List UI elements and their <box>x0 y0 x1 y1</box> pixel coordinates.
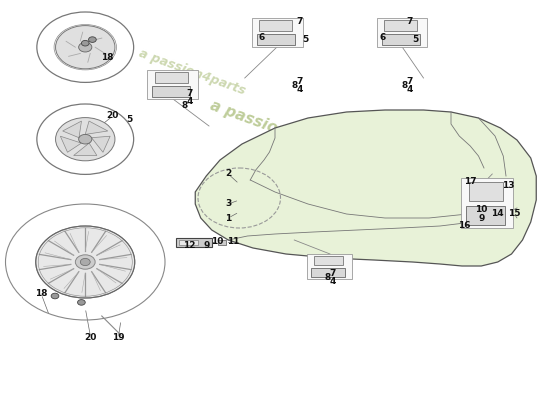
Text: 7: 7 <box>406 78 413 86</box>
Circle shape <box>75 255 95 269</box>
Text: 15: 15 <box>508 210 520 218</box>
Bar <box>377 18 427 47</box>
Text: 18: 18 <box>35 290 47 298</box>
Text: 16: 16 <box>459 222 471 230</box>
Circle shape <box>79 42 92 52</box>
Polygon shape <box>85 121 108 134</box>
Text: 20: 20 <box>85 334 97 342</box>
Bar <box>260 20 293 31</box>
Text: 6: 6 <box>258 34 265 42</box>
Text: 4: 4 <box>186 98 193 106</box>
Text: 20: 20 <box>107 112 119 120</box>
Circle shape <box>56 26 115 69</box>
Text: 17: 17 <box>464 178 476 186</box>
Text: 13: 13 <box>503 182 515 190</box>
Bar <box>384 20 417 31</box>
Text: 11: 11 <box>228 238 240 246</box>
Bar <box>155 72 188 83</box>
Bar <box>257 34 295 45</box>
Text: 5: 5 <box>126 116 133 124</box>
Text: 9: 9 <box>478 214 485 222</box>
Text: 8: 8 <box>181 102 188 110</box>
Polygon shape <box>74 143 97 156</box>
Polygon shape <box>63 121 81 138</box>
Text: 8: 8 <box>401 82 408 90</box>
Text: 4: 4 <box>296 86 303 94</box>
Text: a passion4parts: a passion4parts <box>208 98 342 158</box>
Polygon shape <box>195 110 536 266</box>
Circle shape <box>89 37 96 42</box>
Text: 3: 3 <box>225 200 232 208</box>
Bar <box>176 238 212 247</box>
Bar <box>311 268 345 277</box>
Text: 2: 2 <box>225 170 232 178</box>
Circle shape <box>79 134 92 144</box>
Circle shape <box>36 226 135 298</box>
Circle shape <box>80 258 90 266</box>
Text: 1: 1 <box>225 214 232 222</box>
Text: 7: 7 <box>406 18 413 26</box>
Text: 19: 19 <box>112 334 124 342</box>
Bar <box>382 34 420 45</box>
Text: 9: 9 <box>203 242 210 250</box>
Text: 5: 5 <box>412 36 419 44</box>
Bar <box>469 182 503 201</box>
Circle shape <box>78 300 85 305</box>
Text: a passion4parts: a passion4parts <box>138 47 248 97</box>
Text: 7: 7 <box>296 78 303 86</box>
Polygon shape <box>60 136 81 152</box>
Bar <box>307 254 352 279</box>
Text: 7: 7 <box>186 90 193 98</box>
Bar <box>218 240 226 245</box>
Circle shape <box>81 40 89 46</box>
Text: 14: 14 <box>492 210 504 218</box>
Text: 8: 8 <box>324 274 331 282</box>
Circle shape <box>56 118 115 161</box>
Circle shape <box>51 293 59 299</box>
Bar <box>152 86 190 97</box>
Text: 12: 12 <box>184 242 196 250</box>
Text: 10: 10 <box>475 206 487 214</box>
Text: 7: 7 <box>296 18 303 26</box>
Text: 5: 5 <box>302 36 309 44</box>
Bar <box>466 206 505 224</box>
Bar <box>147 70 198 99</box>
Text: 8: 8 <box>291 82 298 90</box>
Bar <box>461 178 513 228</box>
Text: 6: 6 <box>379 34 386 42</box>
Text: 4: 4 <box>406 86 413 94</box>
Bar <box>314 256 343 266</box>
Text: 7: 7 <box>329 270 336 278</box>
Text: 18: 18 <box>101 54 113 62</box>
Text: 10: 10 <box>211 238 223 246</box>
Bar <box>179 240 199 245</box>
Text: 4: 4 <box>329 278 336 286</box>
Polygon shape <box>91 136 110 152</box>
Bar <box>252 18 302 47</box>
